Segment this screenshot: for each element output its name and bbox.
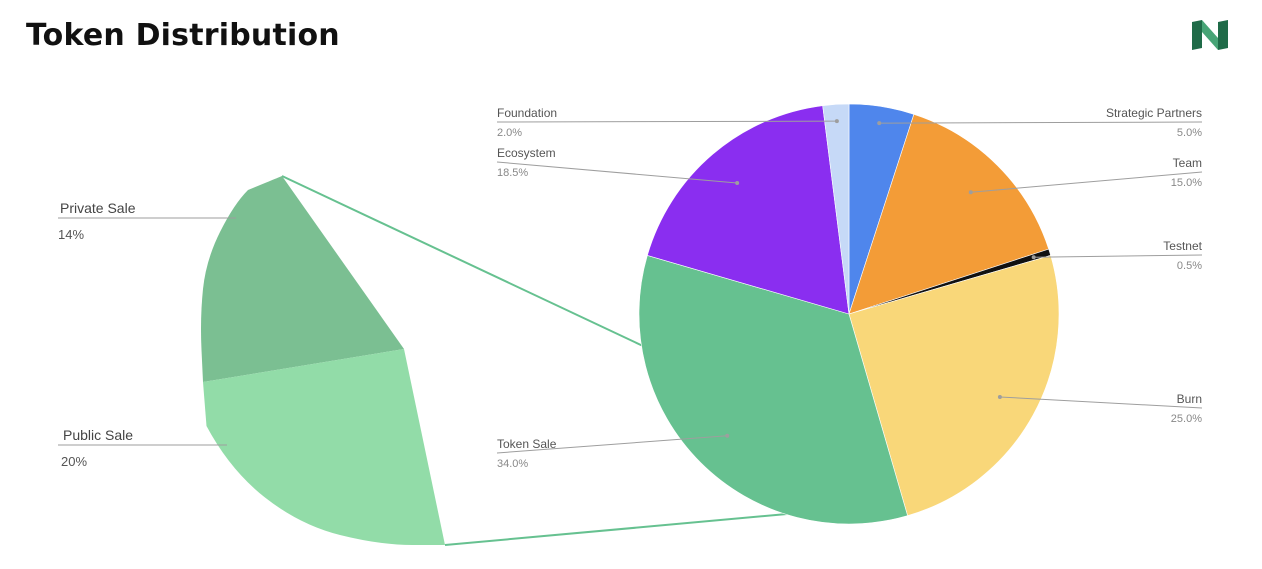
- label-public-sale: Public Sale: [63, 427, 133, 443]
- leader-line-burn: [999, 396, 1203, 409]
- value-strategic-partners: 5.0%: [1177, 127, 1202, 139]
- leader-line-strategic-partners: [879, 121, 1203, 124]
- leader-dot-token-sale: [725, 433, 730, 438]
- value-token-sale: 34.0%: [497, 458, 528, 470]
- slice-public-sale: [203, 349, 445, 545]
- leader-line-testnet: [1033, 254, 1203, 258]
- label-burn: Burn: [1177, 392, 1202, 406]
- leader-dot-foundation: [834, 119, 839, 124]
- leader-line-team: [970, 171, 1203, 193]
- logo-left-stroke: [1192, 20, 1202, 50]
- value-ecosystem: 18.5%: [497, 167, 528, 179]
- leader-dot-ecosystem: [735, 181, 740, 186]
- leader-dot-burn: [997, 394, 1002, 399]
- label-token-sale: Token Sale: [497, 437, 557, 451]
- label-strategic-partners: Strategic Partners: [1106, 106, 1202, 120]
- token-sale-breakdown-pie: Private Sale 14% Public Sale 20%: [58, 176, 445, 545]
- pie-labels: Strategic Partners 5.0% Team 15.0% Testnet 0.…: [496, 106, 1203, 470]
- slice-ecosystem: [646, 105, 850, 315]
- leader-line-ecosystem: [496, 161, 738, 184]
- page-title: Token Distribution: [26, 18, 340, 53]
- slice-team: [848, 113, 1050, 315]
- main-pie: [638, 103, 1060, 525]
- label-team: Team: [1173, 156, 1202, 170]
- slice-foundation: [822, 103, 850, 315]
- connector-top: [281, 175, 644, 347]
- connector-bottom: [444, 513, 788, 546]
- label-foundation: Foundation: [497, 106, 557, 120]
- leader-line-token-sale: [496, 435, 728, 454]
- breakdown-connectors: [281, 175, 788, 546]
- leader-dot-team: [968, 190, 973, 195]
- value-testnet: 0.5%: [1177, 260, 1202, 272]
- leader-dot-testnet: [1031, 255, 1036, 260]
- logo-right-stroke: [1218, 20, 1228, 50]
- value-team: 15.0%: [1171, 177, 1202, 189]
- brand-logo-icon: [1192, 20, 1228, 50]
- logo-diagonal-stroke: [1202, 20, 1218, 50]
- leader-dot-strategic-partners: [877, 121, 882, 126]
- leader-line-foundation: [496, 120, 837, 123]
- slice-token-sale: [638, 255, 908, 525]
- value-public-sale: 20%: [61, 454, 87, 469]
- value-burn: 25.0%: [1171, 413, 1202, 425]
- label-ecosystem: Ecosystem: [497, 146, 556, 160]
- label-private-sale: Private Sale: [60, 200, 136, 216]
- slice-private-sale: [201, 176, 404, 382]
- value-private-sale: 14%: [58, 227, 84, 242]
- value-foundation: 2.0%: [497, 127, 522, 139]
- label-testnet: Testnet: [1163, 239, 1202, 253]
- slice-burn: [848, 255, 1060, 517]
